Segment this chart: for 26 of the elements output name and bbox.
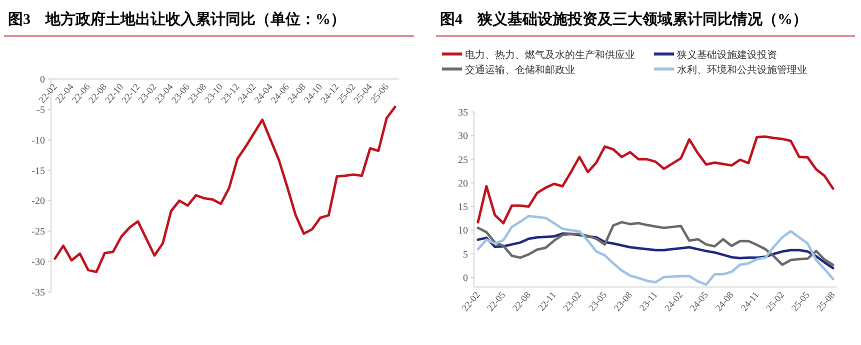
legend-label: 狭义基础设施建设投资 xyxy=(677,49,777,61)
legend-label: 交通运输、仓储和邮政业 xyxy=(465,64,575,76)
legend-label: 电力、热力、燃气及水的生产和供应业 xyxy=(465,49,635,61)
y-tick-label: 35 xyxy=(458,108,468,118)
y-tick-label: -15 xyxy=(32,166,45,177)
line-series xyxy=(476,135,834,224)
y-tick-label: -5 xyxy=(36,104,45,116)
y-tick-label: -30 xyxy=(32,257,45,268)
y-tick-label: -25 xyxy=(32,226,45,238)
y-tick-label: 30 xyxy=(458,131,468,142)
y-tick-label: 5 xyxy=(463,249,468,260)
y-tick-label: -35 xyxy=(32,288,45,298)
y-tick-label: 15 xyxy=(458,202,468,214)
line-series xyxy=(54,106,396,274)
y-tick-label: 25 xyxy=(458,154,468,166)
y-tick-label: 20 xyxy=(458,178,468,190)
legend-label: 水利、环境和公共设施管理业 xyxy=(677,64,807,76)
y-tick-label: 0 xyxy=(40,74,45,86)
y-tick-label: 10 xyxy=(458,226,468,237)
y-tick-label: 0 xyxy=(463,273,468,284)
y-tick-label: -10 xyxy=(32,135,45,146)
chart-title: 图4 狭义基础设施投资及三大领域累计同比情况（%） xyxy=(440,10,808,28)
line-series xyxy=(476,220,834,266)
y-tick-label: -20 xyxy=(32,196,45,208)
chart-title: 图3 地方政府土地出让收入累计同比（单位：%） xyxy=(8,10,346,28)
line-series xyxy=(476,214,834,286)
